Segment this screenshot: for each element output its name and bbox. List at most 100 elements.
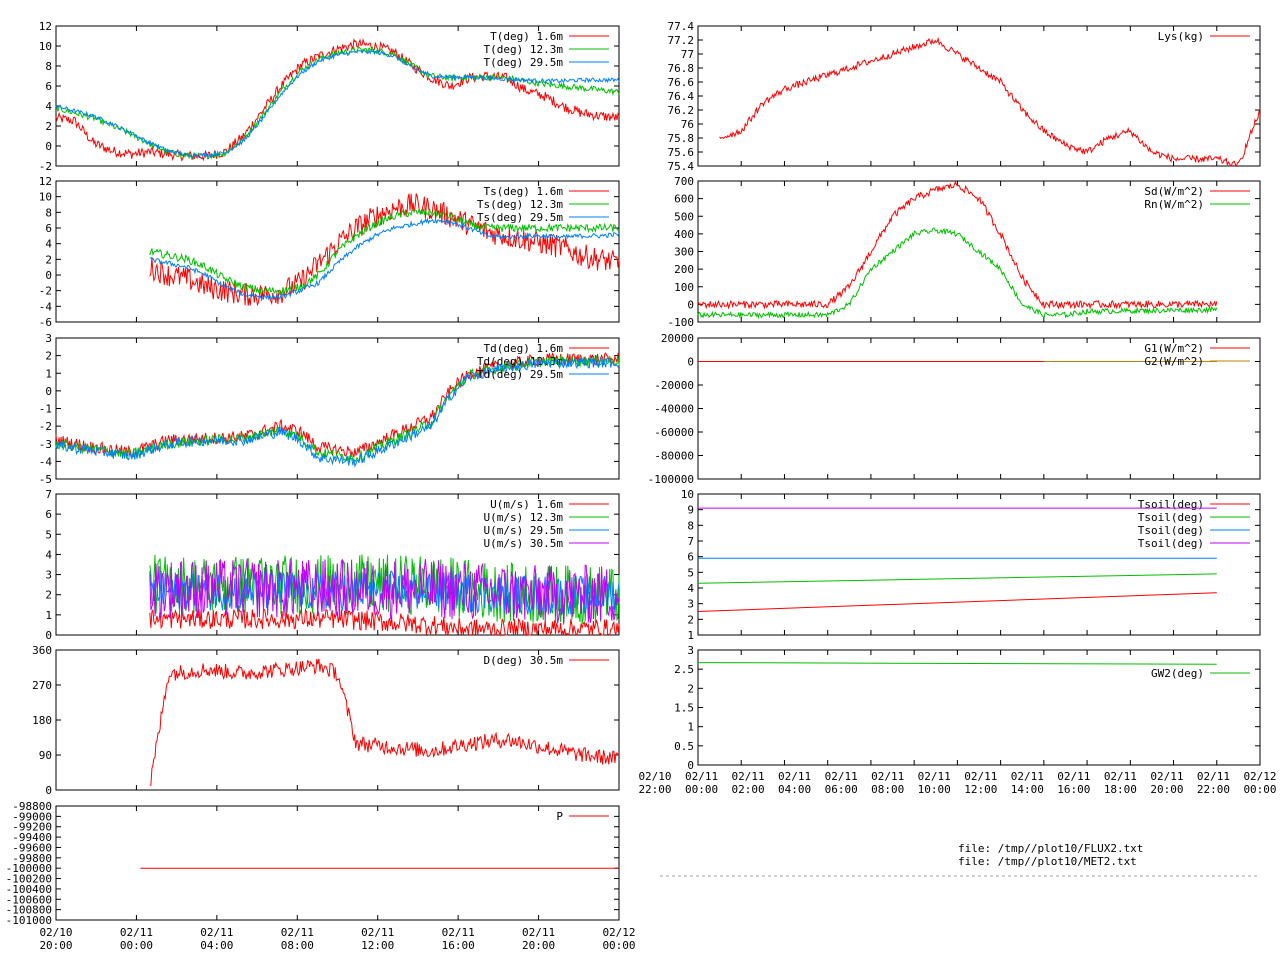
y-tick-label: -2 [39, 160, 52, 173]
y-tick-label: -99400 [12, 831, 52, 844]
x-tick-label: 02/11 [1150, 770, 1183, 783]
y-tick-label: 0 [45, 269, 52, 282]
legend-label: U(m/s) 30.5m [484, 537, 564, 550]
y-tick-label: 4 [45, 548, 52, 561]
y-tick-label: 10 [39, 40, 52, 53]
legend-label: U(m/s) 12.3m [484, 511, 564, 524]
x-tick-label: 22:00 [638, 783, 671, 796]
y-tick-label: -6 [39, 316, 52, 329]
y-tick-label: 9 [687, 504, 694, 517]
y-tick-label: -99200 [12, 821, 52, 834]
y-tick-label: 76.8 [668, 62, 695, 75]
y-tick-label: 7 [45, 488, 52, 501]
x-tick-label: 02/11 [685, 770, 718, 783]
y-tick-label: 10 [39, 191, 52, 204]
x-tick-label: 16:00 [442, 939, 475, 952]
legend-label: D(deg) 30.5m [484, 654, 564, 667]
x-tick-label: 00:00 [685, 783, 718, 796]
legend-label: Lys(kg) [1158, 30, 1204, 43]
x-tick-label: 02/11 [281, 926, 314, 939]
legend-label: Tsoil(deg) [1138, 498, 1204, 511]
y-tick-label: -4 [39, 455, 53, 468]
y-tick-label: 1 [45, 367, 52, 380]
x-tick-label: 22:00 [1197, 783, 1230, 796]
x-tick-label: 02/10 [638, 770, 671, 783]
y-tick-label: -99800 [12, 852, 52, 865]
y-tick-label: 5 [45, 528, 52, 541]
legend-label: Sd(W/m^2) [1144, 185, 1204, 198]
x-tick-label: 04:00 [200, 939, 233, 952]
plot-frame [697, 493, 1261, 636]
y-tick-label: 76.6 [668, 76, 695, 89]
x-tick-label: 02/11 [1104, 770, 1137, 783]
y-tick-label: 1 [687, 629, 694, 642]
y-tick-label: 0 [45, 784, 52, 797]
y-tick-label: 200 [674, 263, 694, 276]
chart-tsoil: 12345678910Tsoil(deg)Tsoil(deg)Tsoil(deg… [681, 488, 1261, 642]
x-tick-label: 02/11 [442, 926, 475, 939]
chart-d: 0 90 180 270 360 D(deg) 30.5m [32, 644, 620, 797]
y-tick-label: -3 [39, 438, 52, 451]
plot-frame [55, 180, 620, 323]
series-line [55, 48, 620, 159]
y-tick-label: 1 [45, 609, 52, 622]
y-tick-label: 76.2 [668, 104, 695, 117]
y-tick-label: 0 [687, 356, 694, 369]
x-tick-label: 20:00 [39, 939, 72, 952]
x-tick-label: 12:00 [964, 783, 997, 796]
y-tick-label: 270 [32, 679, 52, 692]
y-tick-label: 700 [674, 175, 694, 188]
x-tick-label: 02/11 [778, 770, 811, 783]
y-tick-label: -99600 [12, 841, 52, 854]
y-tick-label: 20000 [661, 332, 694, 345]
y-tick-label: -100800 [6, 904, 52, 917]
series-line [697, 180, 1218, 310]
y-tick-label: 76 [681, 118, 694, 131]
y-tick-label: -20000 [654, 379, 694, 392]
y-tick-label: 400 [674, 228, 694, 241]
x-tick-label: 10:00 [918, 783, 951, 796]
chart-p: -101000-100800-100600-100400-100200-1000… [6, 800, 620, 927]
x-tick-label: 02/11 [825, 770, 858, 783]
y-tick-label: -2 [39, 285, 52, 298]
right-time-axis: 02/1022:0002/1100:0002/1102:0002/1104:00… [638, 770, 1276, 796]
x-tick-label: 12:00 [361, 939, 394, 952]
series-line [697, 662, 1217, 665]
y-tick-label: -98800 [12, 800, 52, 813]
legend-label: Tsoil(deg) [1138, 511, 1204, 524]
y-tick-label: 0 [45, 140, 52, 153]
legend-label: Ts(deg) 29.5m [477, 211, 563, 224]
y-tick-label: 8 [45, 206, 52, 219]
y-tick-label: -100200 [6, 873, 52, 886]
y-tick-label: -100400 [6, 883, 52, 896]
y-tick-label: 6 [45, 508, 52, 521]
legend-label: T(deg) 12.3m [484, 43, 564, 56]
series-line [55, 45, 620, 160]
y-tick-label: 4 [687, 582, 694, 595]
y-tick-label: 12 [39, 175, 52, 188]
y-tick-label: 2 [45, 253, 52, 266]
series-line [149, 558, 620, 624]
x-tick-label: 18:00 [1104, 783, 1137, 796]
y-tick-label: -5 [39, 473, 52, 486]
series-line [697, 592, 1217, 612]
y-tick-label: 100 [674, 281, 694, 294]
y-tick-label: -4 [39, 300, 53, 313]
x-tick-label: 20:00 [1150, 783, 1183, 796]
plot-frame [55, 493, 620, 636]
y-tick-label: 300 [674, 246, 694, 259]
y-tick-label: 75.6 [668, 146, 695, 159]
series-line [149, 217, 620, 301]
x-tick-label: 20:00 [522, 939, 555, 952]
y-tick-label: -100000 [648, 473, 694, 486]
chart-g: -100000 -80000 -60000 -40000 -20000 0 20000 G1(… [648, 332, 1261, 486]
x-tick-label: 02/11 [871, 770, 904, 783]
y-tick-label: -2 [39, 420, 52, 433]
y-tick-label: 3 [687, 644, 694, 657]
x-tick-label: 02:00 [732, 783, 765, 796]
x-tick-label: 04:00 [778, 783, 811, 796]
y-tick-label: -101000 [6, 914, 52, 927]
